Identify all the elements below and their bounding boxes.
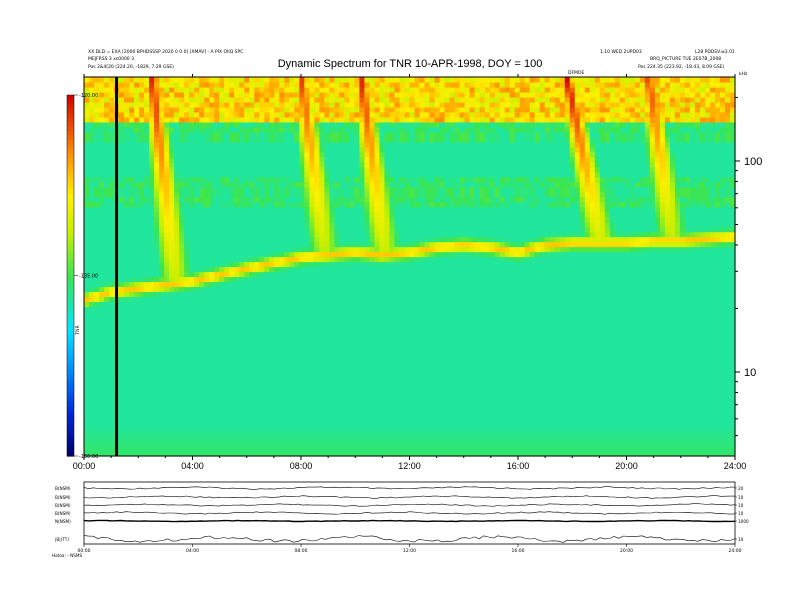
lines-x-tick-label: 08:00 xyxy=(295,548,308,554)
header-info-right-1b: L28 PDDSV.w3.01 xyxy=(695,50,735,55)
series-line xyxy=(83,511,736,515)
header-info-left-1: XX DLD = EXA [2000 BPHDSSSP 2020 0 0 0] … xyxy=(88,50,244,55)
series-label: B(NSM) xyxy=(55,486,71,491)
lines-x-tick-label: 16:00 xyxy=(512,548,525,554)
x-tick-label: 12:00 xyxy=(398,461,421,471)
series-line xyxy=(83,535,736,543)
series-right-tick: 10 xyxy=(738,495,744,500)
colorbar xyxy=(67,95,74,457)
series-right-tick: 10 xyxy=(738,537,744,542)
series-label: B(NSM) xyxy=(55,503,71,508)
x-tick-label: 16:00 xyxy=(507,461,530,471)
lines-x-tick-label: 24:00 xyxy=(729,548,742,554)
y-tick-label: 100 xyxy=(744,156,762,168)
x-tick-label: 04:00 xyxy=(181,461,204,471)
header-info-right-1: 1.10 WED 2UPD03 xyxy=(600,50,642,55)
lines-panel-frame xyxy=(83,481,736,545)
series-label: |B|(TT) xyxy=(55,537,69,542)
x-tick-label: 20:00 xyxy=(615,461,638,471)
series-line xyxy=(83,503,736,507)
header-info-left-2: MEJFRSS 3 xs0000 3 xyxy=(88,57,134,62)
series-label: B(NSM) xyxy=(55,495,71,500)
lines-footer: Hatoa: - NSMS xyxy=(52,553,82,558)
series-right-tick: 10 xyxy=(738,511,744,516)
colorbar-tick-label: -135.00 xyxy=(79,274,98,280)
event-marker-label: DFMOE xyxy=(568,70,584,76)
lines-x-tick-label: 12:00 xyxy=(403,548,416,554)
series-label: N(NSM) xyxy=(55,519,71,524)
colorbar-label: TNR xyxy=(75,325,81,335)
series-line xyxy=(83,486,736,490)
x-tick-label: 08:00 xyxy=(290,461,313,471)
data-gap-line xyxy=(115,77,119,456)
colorbar-tick-label: -120.00 xyxy=(79,93,98,99)
series-label: B(NSM) xyxy=(55,511,71,516)
heatmap-cells xyxy=(84,77,736,457)
x-tick-label: 00:00 xyxy=(73,461,96,471)
lines-x-tick-label: 20:00 xyxy=(620,548,633,554)
lines-x-tick-label: 04:00 xyxy=(186,548,199,554)
chart-title: Dynamic Spectrum for TNR 10-APR-1998, DO… xyxy=(277,58,543,70)
x-tick-label: 24:00 xyxy=(724,461,747,471)
lines-x-tick-label: 00:00 xyxy=(78,548,91,554)
series-right-tick: 10 xyxy=(738,503,744,508)
series-line xyxy=(83,519,736,523)
series-line xyxy=(83,495,735,499)
header-info-right-2: BRQ_PICTURE TUE 2E07B_2008 xyxy=(650,57,722,62)
header-info-right-3: Pos 224.35 (223.92, -18.43, 8.09 GSE) xyxy=(638,65,725,70)
colorbar-tick-label: -150.00 xyxy=(79,454,98,460)
header-info-left-3: Pos 2&4[20 (224.20, -1829, 7.29 GSE) xyxy=(88,65,174,70)
y-tick-label: 10 xyxy=(744,367,756,379)
y-axis-unit: kHz xyxy=(739,71,748,77)
series-right-tick: 20 xyxy=(738,486,744,491)
series-right-tick: 1000 xyxy=(738,519,749,524)
